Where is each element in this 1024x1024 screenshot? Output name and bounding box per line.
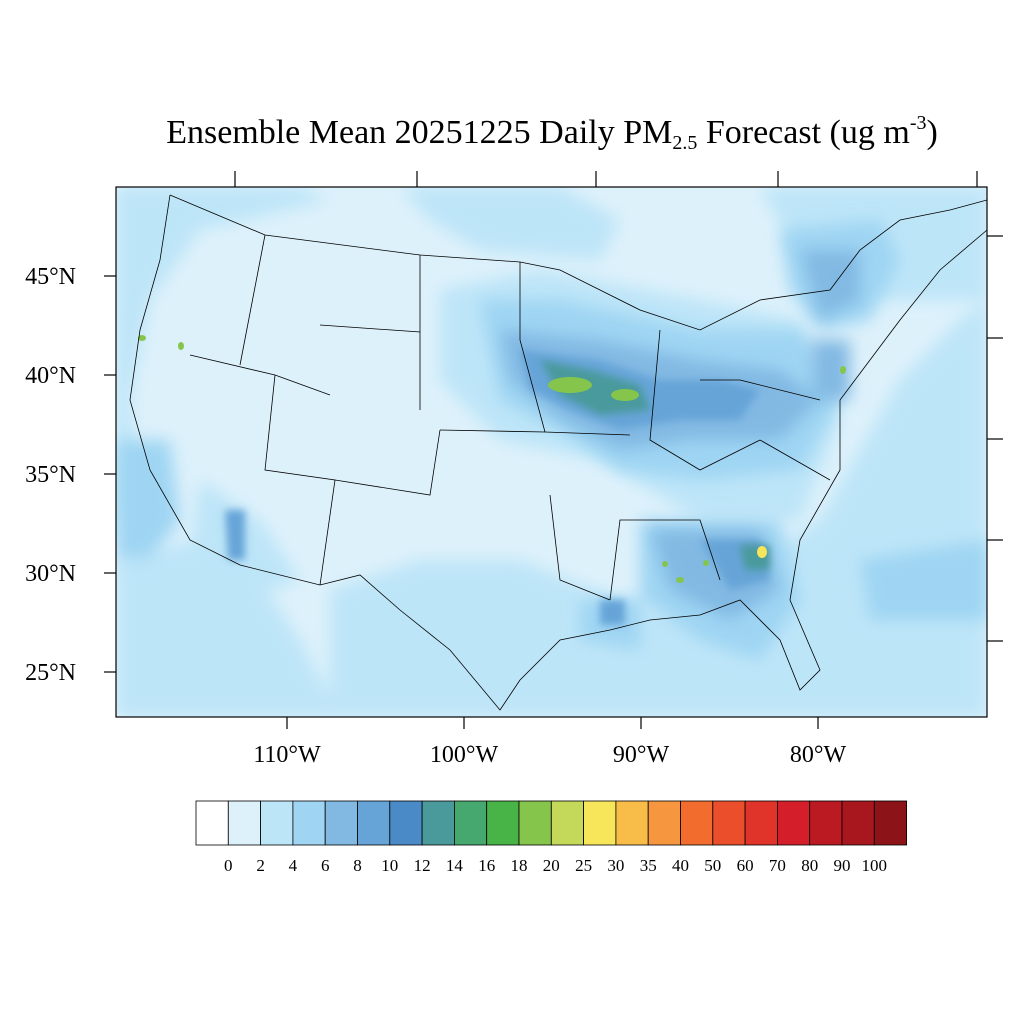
colorbar-swatch [777,800,811,846]
colorbar-swatch [260,800,294,846]
colorbar-label: 14 [446,856,464,875]
right-ticks [987,235,1003,642]
map-frame [115,186,988,718]
lon-label: 80°W [790,742,847,768]
colorbar-label: 70 [769,856,786,875]
title-units: Forecast (ug m [697,114,910,151]
colorbar-swatch [841,800,875,846]
colorbar-swatch [453,800,488,846]
colorbar-label: 8 [353,856,362,875]
colorbar-swatch [486,800,520,846]
lat-label: 25°N [25,660,76,686]
colorbar-label: 4 [289,856,298,875]
lon-label: 90°W [613,742,670,768]
lon-label: 100°W [430,742,499,768]
colorbar-swatch [324,800,358,846]
colorbar-label: 2 [256,856,265,875]
colorbar-swatch [292,800,326,846]
colorbar-label: 50 [704,856,721,875]
colorbar-swatch [227,800,262,846]
colorbar: 0 2 4 6 8 10 12 14 16 18 20 25 30 35 40 50 60 70 80 90 100 [195,800,907,875]
colorbar-label: 0 [224,856,233,875]
colorbar-label: 10 [381,856,398,875]
colorbar-swatch [583,800,617,846]
colorbar-label: 18 [511,856,528,875]
lat-label: 45°N [25,264,76,290]
colorbar-swatch [389,800,423,846]
title-subscript: 2.5 [672,132,698,154]
map-field [116,187,987,717]
colorbar-label: 35 [640,856,657,875]
field-level-30 [757,546,767,558]
colorbar-swatch [809,800,843,846]
colorbar-label: 12 [414,856,431,875]
colorbar-label: 40 [672,856,689,875]
colorbar-swatch [873,800,907,846]
colorbar-swatch [680,800,714,846]
colorbar-swatch [615,800,649,846]
longitude-ticks: 110°W 100°W 90°W 80°W [253,717,846,768]
title-main: Ensemble Mean 20251225 Daily PM [166,114,673,151]
colorbar-swatch [518,800,552,846]
colorbar-swatch [550,800,584,846]
colorbar-swatch [712,800,746,846]
colorbar-swatch [195,800,229,846]
colorbar-swatch [647,800,681,846]
colorbar-swatch [357,800,391,846]
colorbar-label: 60 [737,856,754,875]
state-boundaries [129,194,987,711]
field-level-20 [138,335,846,583]
colorbar-label: 6 [321,856,330,875]
colorbar-label: 20 [543,856,560,875]
colorbar-label: 16 [478,856,495,875]
colorbar-swatch [744,800,778,846]
colorbar-label: 90 [834,856,851,875]
colorbar-label: 80 [801,856,818,875]
colorbar-swatch [421,800,455,846]
title-superscript: -3 [909,112,927,134]
latitude-ticks: 45°N 40°N 35°N 30°N 25°N [25,264,116,686]
lon-label: 110°W [253,742,321,768]
colorbar-label: 30 [607,856,624,875]
colorbar-label: 25 [575,856,592,875]
colorbar-label: 100 [862,856,888,875]
lat-label: 40°N [25,363,76,389]
map-title: Ensemble Mean 20251225 Daily PM2.5 Forec… [0,112,1024,155]
lat-label: 35°N [25,462,76,488]
lat-label: 30°N [25,561,76,587]
top-ticks [234,171,978,187]
title-units-close: ) [926,114,938,151]
